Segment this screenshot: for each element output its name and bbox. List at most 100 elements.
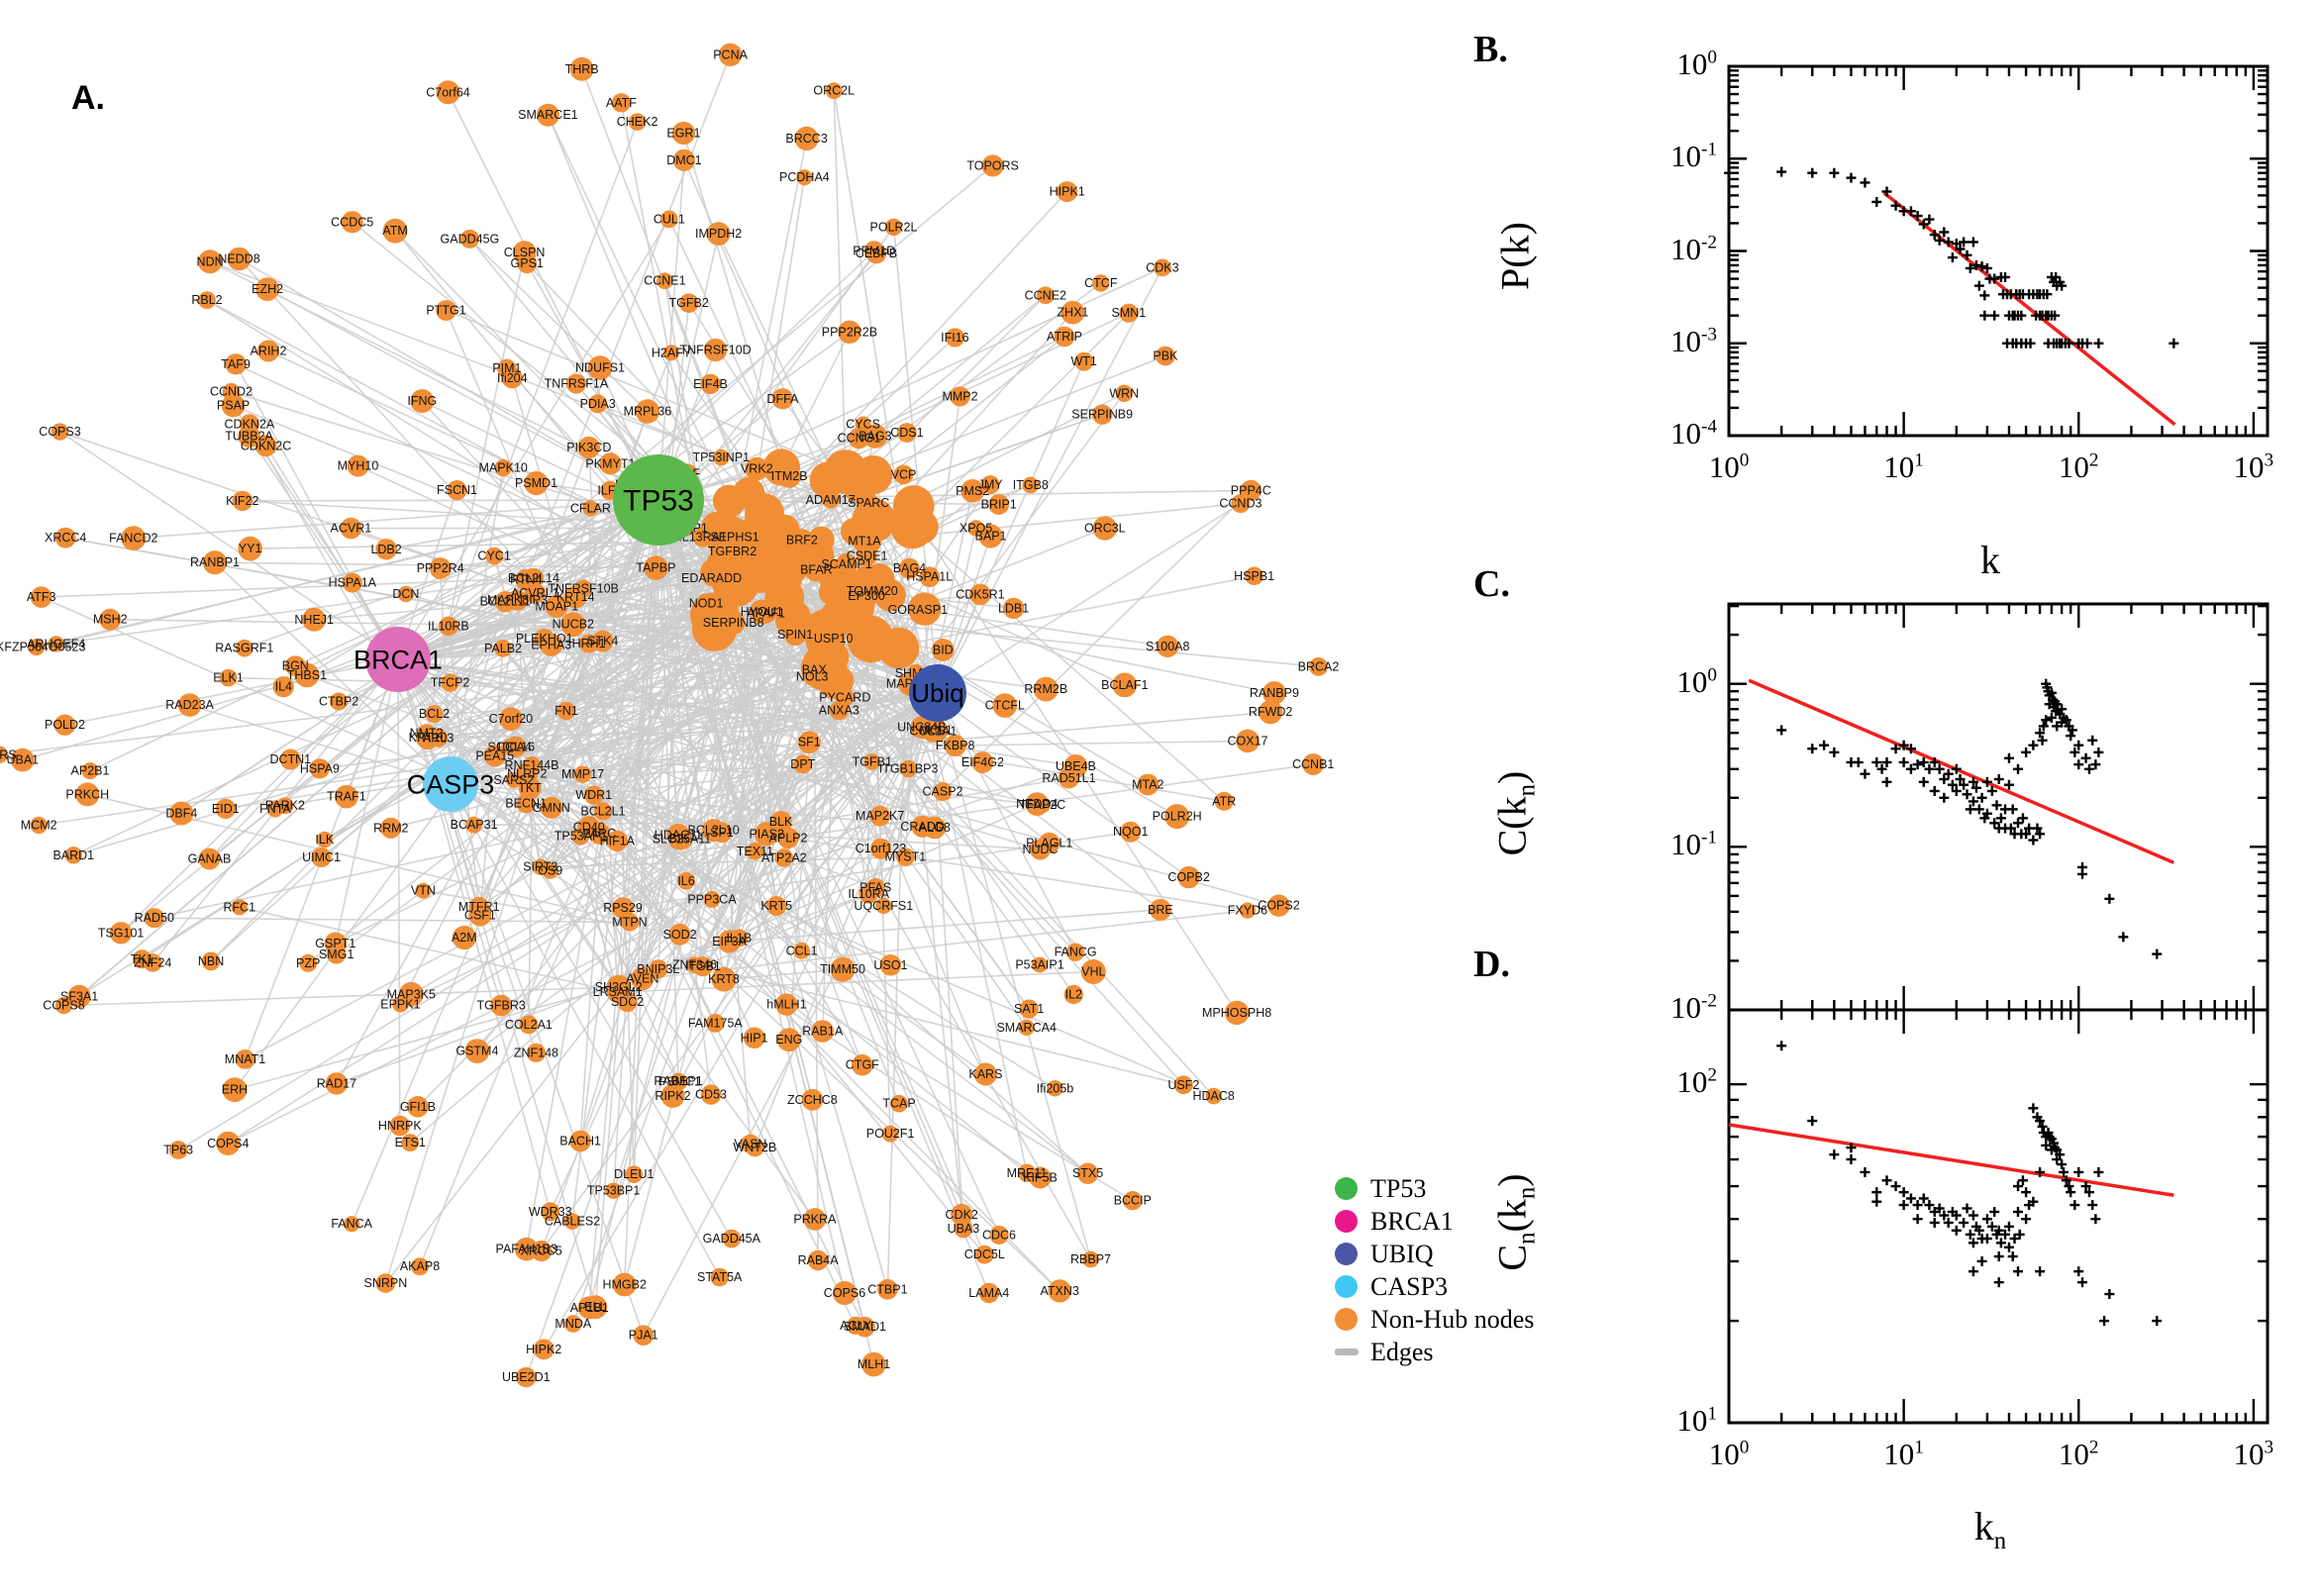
network-node	[225, 353, 247, 375]
network-node-label: GSPT1	[315, 937, 355, 950]
network-node	[700, 1084, 722, 1105]
network-node-label: P53AIP1	[1015, 958, 1063, 972]
network-node	[545, 594, 568, 619]
network-node	[425, 705, 444, 724]
network-graph: PSAP PTTG1 ELL DBF4 CUL1 POLD2 COX17 FXYD6 DLEU1…	[0, 43, 1339, 1388]
network-node-label: RRM2	[373, 821, 408, 835]
network-node	[606, 981, 629, 1004]
network-node	[896, 848, 915, 866]
plot-ticks	[1727, 604, 2268, 1012]
network-node-label: MCM2	[21, 819, 57, 833]
network-node	[64, 847, 83, 864]
network-node-label: CDKN2C	[241, 439, 291, 452]
network-node	[239, 414, 259, 435]
network-node	[523, 567, 545, 589]
network-node-label: ENG	[775, 1033, 802, 1047]
network-node-label: TUBB2A	[225, 430, 273, 444]
node-dot-icon	[1335, 1308, 1358, 1331]
network-node-label: NUDC	[1022, 843, 1058, 856]
network-node-label: IL1B	[726, 931, 752, 945]
network-node-label: MTPN	[612, 915, 647, 929]
network-node	[978, 524, 1003, 549]
network-node	[605, 1182, 622, 1199]
network-node	[587, 355, 613, 380]
network-node	[1092, 516, 1118, 541]
network-node-label: DCN	[392, 587, 419, 601]
network-node	[796, 169, 813, 186]
network-node-label: SCAMP1	[821, 557, 871, 571]
network-node-label: ZNF24	[134, 955, 171, 969]
network-node	[677, 871, 695, 890]
network-node-label: XRCC5	[521, 1245, 562, 1258]
network-node	[219, 668, 238, 687]
network-node-label: PDIA3	[580, 397, 616, 411]
network-node-label: BLK	[769, 815, 793, 829]
fit-line	[1728, 1123, 2174, 1198]
network-node-label: THRB	[565, 62, 599, 76]
network-node	[490, 994, 512, 1017]
network-node	[238, 536, 262, 561]
network-node	[1245, 566, 1263, 586]
network-node-label: ELL	[584, 1300, 606, 1314]
network-node	[801, 1088, 824, 1111]
network-node-label: HMGB2	[602, 1278, 647, 1292]
network-node-label: BAG4	[893, 561, 926, 575]
network-node-label: BCL2L14	[508, 571, 559, 585]
network-node	[342, 572, 362, 593]
network-node	[988, 494, 1010, 515]
network-node	[950, 386, 970, 407]
network-node	[222, 1077, 248, 1103]
network-node-label: HIPK2	[526, 1343, 561, 1356]
network-node	[255, 277, 279, 301]
network-node	[516, 1366, 537, 1388]
network-node-label: Ifi205b	[1037, 1081, 1074, 1095]
x-axis-tick-label: 103	[2233, 1437, 2274, 1471]
panel-a-label: A.	[71, 79, 105, 117]
network-node-label: FANCD2	[109, 532, 157, 546]
network-node-label: TGFBR3	[477, 999, 526, 1013]
panel-d-ylabel: Cn(kn)	[1489, 1173, 1541, 1271]
network-node	[732, 477, 765, 510]
network-node	[1123, 1191, 1143, 1211]
network-node-label: RPS29	[603, 901, 643, 915]
network-node	[1262, 681, 1286, 705]
network-node-label: TP53INP1	[692, 450, 750, 464]
network-node	[884, 218, 903, 237]
network-node	[1029, 1166, 1052, 1189]
network-node	[1157, 635, 1179, 657]
network-node-label: MMP2	[942, 389, 977, 403]
network-node-label: PRKCH	[65, 787, 109, 801]
network-node-label: CHEK2	[617, 115, 658, 129]
network-node	[705, 1014, 725, 1033]
network-node-label: FN1	[555, 704, 578, 718]
network-node-label: COL2A1	[505, 1018, 553, 1032]
network-node	[1039, 832, 1060, 854]
network-node-label: CCND3	[1219, 497, 1262, 511]
network-node-label: PPP4C	[1231, 483, 1271, 497]
network-node	[825, 82, 843, 100]
network-node-label: COPB2	[1167, 870, 1209, 884]
network-node-label: MRPL36	[624, 405, 672, 419]
network-node-label: PPP2R2B	[822, 325, 877, 339]
network-node-label: PKMYT1	[585, 456, 635, 470]
network-node	[380, 817, 402, 839]
network-node-label: MLH1	[858, 1357, 890, 1371]
network-node	[686, 956, 703, 973]
network-node	[144, 908, 164, 929]
network-node-label: DCTN1	[269, 752, 311, 766]
network-node-label: ATM	[382, 224, 407, 238]
network-node	[1205, 1087, 1222, 1105]
network-node-label: ITGB1BP3	[879, 762, 939, 776]
network-node-label: GPS1	[511, 256, 544, 270]
network-node-label: PARC	[582, 827, 616, 841]
network-node	[625, 1165, 644, 1183]
panel-d-xlabel: kn	[1973, 1504, 2007, 1554]
network-node	[793, 942, 810, 959]
network-node-label: USP10	[814, 632, 854, 646]
legend-item-edges: Edges	[1335, 1336, 1534, 1368]
network-node	[1156, 346, 1175, 366]
network-node-label: FANCA	[331, 1217, 372, 1231]
network-node-label: UBE4B	[1056, 759, 1096, 773]
network-node	[30, 816, 48, 835]
network-node-label: SPIN1	[777, 628, 813, 642]
